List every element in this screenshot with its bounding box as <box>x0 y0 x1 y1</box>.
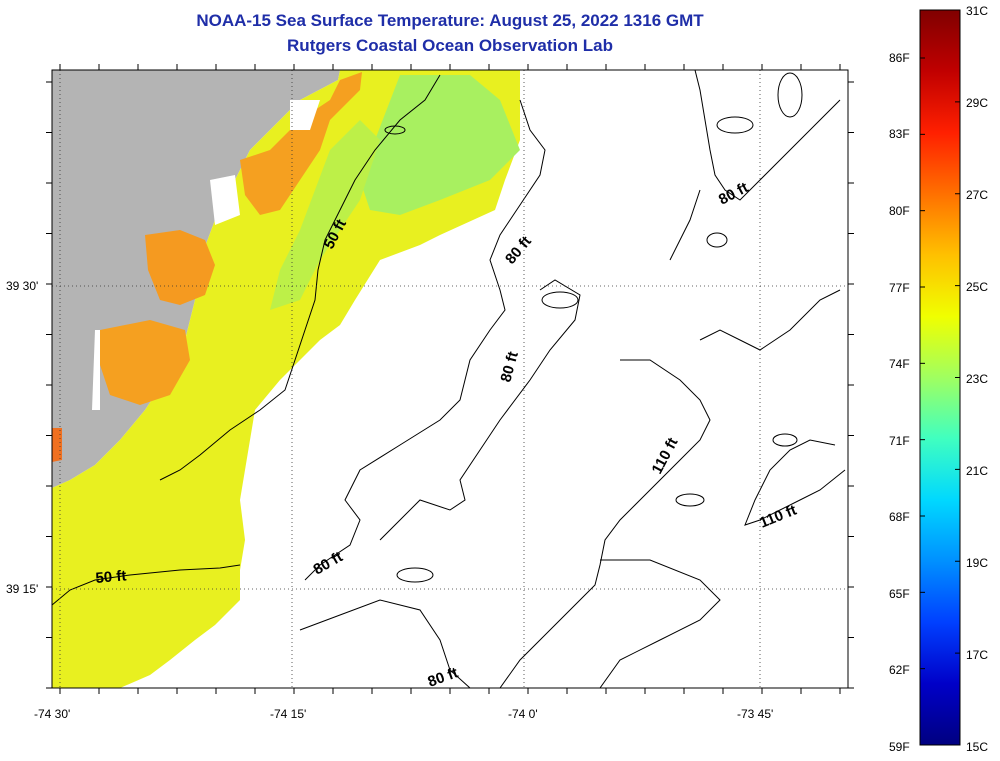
colorbar-celsius-label: 17C <box>966 648 989 662</box>
contour-island <box>396 567 434 583</box>
colorbar-celsius-label: 29C <box>966 96 989 110</box>
contour-island <box>777 72 803 118</box>
contour-80ft <box>694 70 841 201</box>
contour-110ft <box>499 359 711 688</box>
sst-orange-patch-4 <box>52 428 62 462</box>
colorbar-gradient <box>919 9 961 746</box>
colorbar-celsius-label: 31C <box>966 4 989 18</box>
contour-80ft <box>379 279 581 541</box>
map-subtitle: Rutgers Coastal Ocean Observation Lab <box>287 36 613 55</box>
colorbar-celsius-label: 25C <box>966 280 989 294</box>
contour-80ft <box>304 99 546 581</box>
lon-label: -74 15' <box>270 707 307 721</box>
lon-label: -74 30' <box>34 707 71 721</box>
contour-island <box>716 116 754 134</box>
cloud-patch <box>290 100 320 130</box>
colorbar-fahrenheit-label: 80F <box>889 204 910 218</box>
cloud-patch <box>92 330 100 410</box>
colorbar-fahrenheit-label: 68F <box>889 510 910 524</box>
contour-island <box>675 493 705 507</box>
sst-green-patch <box>360 75 520 215</box>
lon-label: -74 0' <box>508 707 538 721</box>
contour-80ft <box>299 599 471 688</box>
contour-island <box>772 433 798 447</box>
lon-label: -73 45' <box>737 707 774 721</box>
sst-orange-patch-1 <box>240 72 362 215</box>
colorbar-celsius-label: 21C <box>966 464 989 478</box>
sst-yellow-band <box>52 70 520 688</box>
colorbar-celsius-label: 15C <box>966 740 989 754</box>
contour-label: 50 ft <box>95 567 127 587</box>
colorbar-celsius-label: 23C <box>966 372 989 386</box>
lat-label: 39 15' <box>6 582 39 596</box>
colorbar-fahrenheit-label: 65F <box>889 587 910 601</box>
colorbar-celsius-label: 19C <box>966 556 989 570</box>
contour-island <box>706 232 728 248</box>
contour-island <box>541 291 579 309</box>
sst-orange-patch-2 <box>145 230 215 305</box>
lat-label: 39 30' <box>6 279 39 293</box>
contour-50ft <box>52 564 241 606</box>
contour-110ft <box>744 439 846 526</box>
colorbar-fahrenheit-label: 86F <box>889 51 910 65</box>
map-title: NOAA-15 Sea Surface Temperature: August … <box>196 11 704 30</box>
colorbar-fahrenheit-label: 74F <box>889 357 910 371</box>
colorbar-fahrenheit-label: 77F <box>889 281 910 295</box>
sst-orange-patch-3 <box>100 320 190 405</box>
colorbar-fahrenheit-label: 59F <box>889 740 910 754</box>
colorbar-fahrenheit-label: 71F <box>889 434 910 448</box>
contour-50ft <box>159 74 441 481</box>
colorbar-celsius-label: 27C <box>966 188 989 202</box>
colorbar-fahrenheit-label: 62F <box>889 663 910 677</box>
cloud-patch <box>210 175 240 225</box>
sst-green-strip <box>270 120 380 310</box>
contour-80ft <box>669 189 701 261</box>
colorbar-fahrenheit-label: 83F <box>889 127 910 141</box>
contour-island <box>384 125 406 135</box>
contour-110ft <box>599 559 721 688</box>
